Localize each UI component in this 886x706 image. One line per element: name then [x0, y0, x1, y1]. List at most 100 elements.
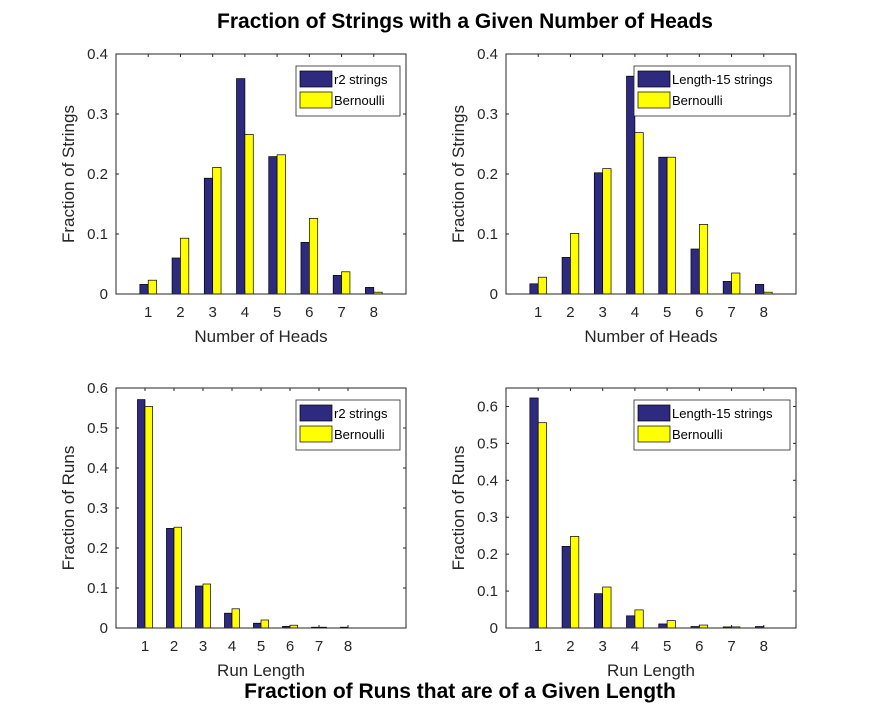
y-tick-label: 0.1 — [87, 226, 108, 243]
x-tick-label: 7 — [727, 638, 735, 655]
y-axis-label: Fraction of Runs — [59, 446, 78, 571]
bar-series1-5 — [658, 623, 668, 629]
y-tick-label: 0 — [100, 620, 108, 637]
bar-series1-7 — [332, 275, 342, 295]
x-tick-label: 6 — [695, 638, 703, 655]
bar-series1-4 — [626, 615, 636, 629]
chart-1: 1 2 3 4 5 6 7 8 0 0.1 0.2 0.3 0.4 Number of Heads Frac… — [59, 46, 407, 346]
x-tick-label: 4 — [631, 638, 639, 655]
bar-series1-4 — [236, 78, 246, 295]
legend: Length-15 strings Bernoulli — [633, 65, 791, 117]
legend-label-series1: r2 strings — [334, 72, 388, 87]
bar-series1-2 — [561, 546, 571, 629]
legend-label-series1: Length-15 strings — [672, 72, 773, 87]
bar-series1-6 — [300, 242, 310, 295]
bar-series2-5 — [260, 619, 269, 629]
legend-swatch-series1 — [299, 70, 333, 88]
legend: Length-15 strings Bernoulli — [633, 399, 791, 451]
bar-series1-6 — [690, 248, 700, 295]
legend-swatch-series2 — [637, 91, 671, 109]
bar-series2-4 — [231, 608, 240, 629]
bar-series2-2 — [180, 237, 190, 295]
chart-4: 1 2 3 4 5 6 7 8 0 0.1 0.2 0.3 0.4 0.5 0.6 Run Length Fra… — [449, 387, 797, 680]
bar-series1-7 — [722, 281, 732, 295]
x-tick-label: 2 — [176, 304, 184, 321]
x-axis-label: Run Length — [607, 661, 695, 680]
x-tick-label: 6 — [286, 638, 294, 655]
legend-swatch-series2 — [299, 91, 333, 109]
y-axis-label: Fraction of Strings — [59, 105, 78, 243]
y-tick-label: 0.2 — [87, 540, 108, 557]
x-tick-label: 8 — [760, 638, 768, 655]
bar-series1-1 — [137, 399, 146, 629]
legend-label-series2: Bernoulli — [334, 427, 385, 442]
x-tick-label: 1 — [534, 638, 542, 655]
legend-swatch-series2 — [299, 425, 333, 443]
bar-series2-7 — [731, 272, 741, 295]
y-tick-label: 0 — [100, 286, 108, 303]
chart-2: 1 2 3 4 5 6 7 8 0 0.1 0.2 0.3 0.4 Number of Heads Frac… — [449, 46, 797, 346]
y-tick-label: 0.2 — [477, 166, 498, 183]
bar-series2-1 — [147, 279, 157, 295]
x-axis-label: Run Length — [217, 661, 305, 680]
legend-swatch-series1 — [637, 404, 671, 422]
bar-series1-5 — [268, 156, 278, 295]
bar-series1-5 — [253, 622, 262, 629]
bar-series1-1 — [529, 283, 539, 295]
bar-series2-5 — [276, 154, 286, 295]
legend-label-series2: Bernoulli — [672, 93, 723, 108]
bar-series1-3 — [593, 593, 604, 629]
x-tick-label: 8 — [344, 638, 352, 655]
y-tick-label: 0 — [490, 286, 498, 303]
legend: r2 strings Bernoulli — [295, 399, 401, 451]
bar-series1-1 — [139, 284, 149, 295]
y-tick-label: 0.4 — [87, 460, 108, 477]
legend-swatch-series1 — [299, 404, 333, 422]
x-tick-label: 1 — [534, 304, 542, 321]
x-tick-label: 4 — [228, 638, 236, 655]
x-tick-label: 5 — [273, 304, 281, 321]
x-tick-label: 5 — [663, 304, 671, 321]
x-tick-label: 5 — [663, 638, 671, 655]
y-tick-label: 0.1 — [87, 580, 108, 597]
x-tick-label: 7 — [315, 638, 323, 655]
y-axis-label: Fraction of Strings — [449, 105, 468, 243]
bar-series1-1 — [529, 397, 539, 629]
bar-series1-3 — [195, 585, 204, 629]
bar-series2-6 — [308, 218, 319, 295]
y-tick-label: 0.2 — [477, 546, 498, 563]
bar-series2-7 — [341, 271, 351, 295]
legend-swatch-series1 — [637, 70, 671, 88]
chart-3: 1 2 3 4 5 6 7 8 0 0.1 0.2 0.3 0.4 0.5 0.6 Run Length Fra… — [59, 380, 407, 680]
x-tick-label: 7 — [727, 304, 735, 321]
x-tick-label: 7 — [337, 304, 345, 321]
x-tick-label: 2 — [566, 304, 574, 321]
y-tick-label: 0.4 — [477, 46, 498, 63]
legend-label-series2: Bernoulli — [672, 427, 723, 442]
bar-series2-3 — [602, 586, 612, 629]
bar-series2-5 — [666, 620, 676, 629]
bar-series2-1 — [144, 406, 153, 629]
x-tick-label: 3 — [598, 304, 606, 321]
bar-series2-2 — [570, 536, 580, 629]
bar-series2-2 — [570, 233, 580, 295]
bar-series1-2 — [561, 257, 571, 295]
x-axis-label: Number of Heads — [584, 327, 717, 346]
y-tick-label: 0.3 — [477, 106, 498, 123]
x-tick-label: 6 — [305, 304, 313, 321]
y-tick-label: 0.3 — [87, 500, 108, 517]
x-tick-label: 1 — [141, 638, 149, 655]
axes-box — [505, 387, 797, 629]
bar-series2-2 — [173, 526, 182, 629]
x-tick-label: 4 — [241, 304, 249, 321]
y-axis-label: Fraction of Runs — [449, 446, 468, 571]
x-tick-label: 1 — [144, 304, 152, 321]
y-tick-label: 0.6 — [87, 380, 108, 397]
x-tick-label: 2 — [170, 638, 178, 655]
x-tick-label: 4 — [631, 304, 639, 321]
bar-series1-5 — [658, 156, 668, 295]
bar-series2-3 — [212, 167, 222, 295]
y-tick-label: 0.5 — [477, 435, 498, 452]
figure-top-title: Fraction of Strings with a Given Number … — [217, 10, 713, 33]
